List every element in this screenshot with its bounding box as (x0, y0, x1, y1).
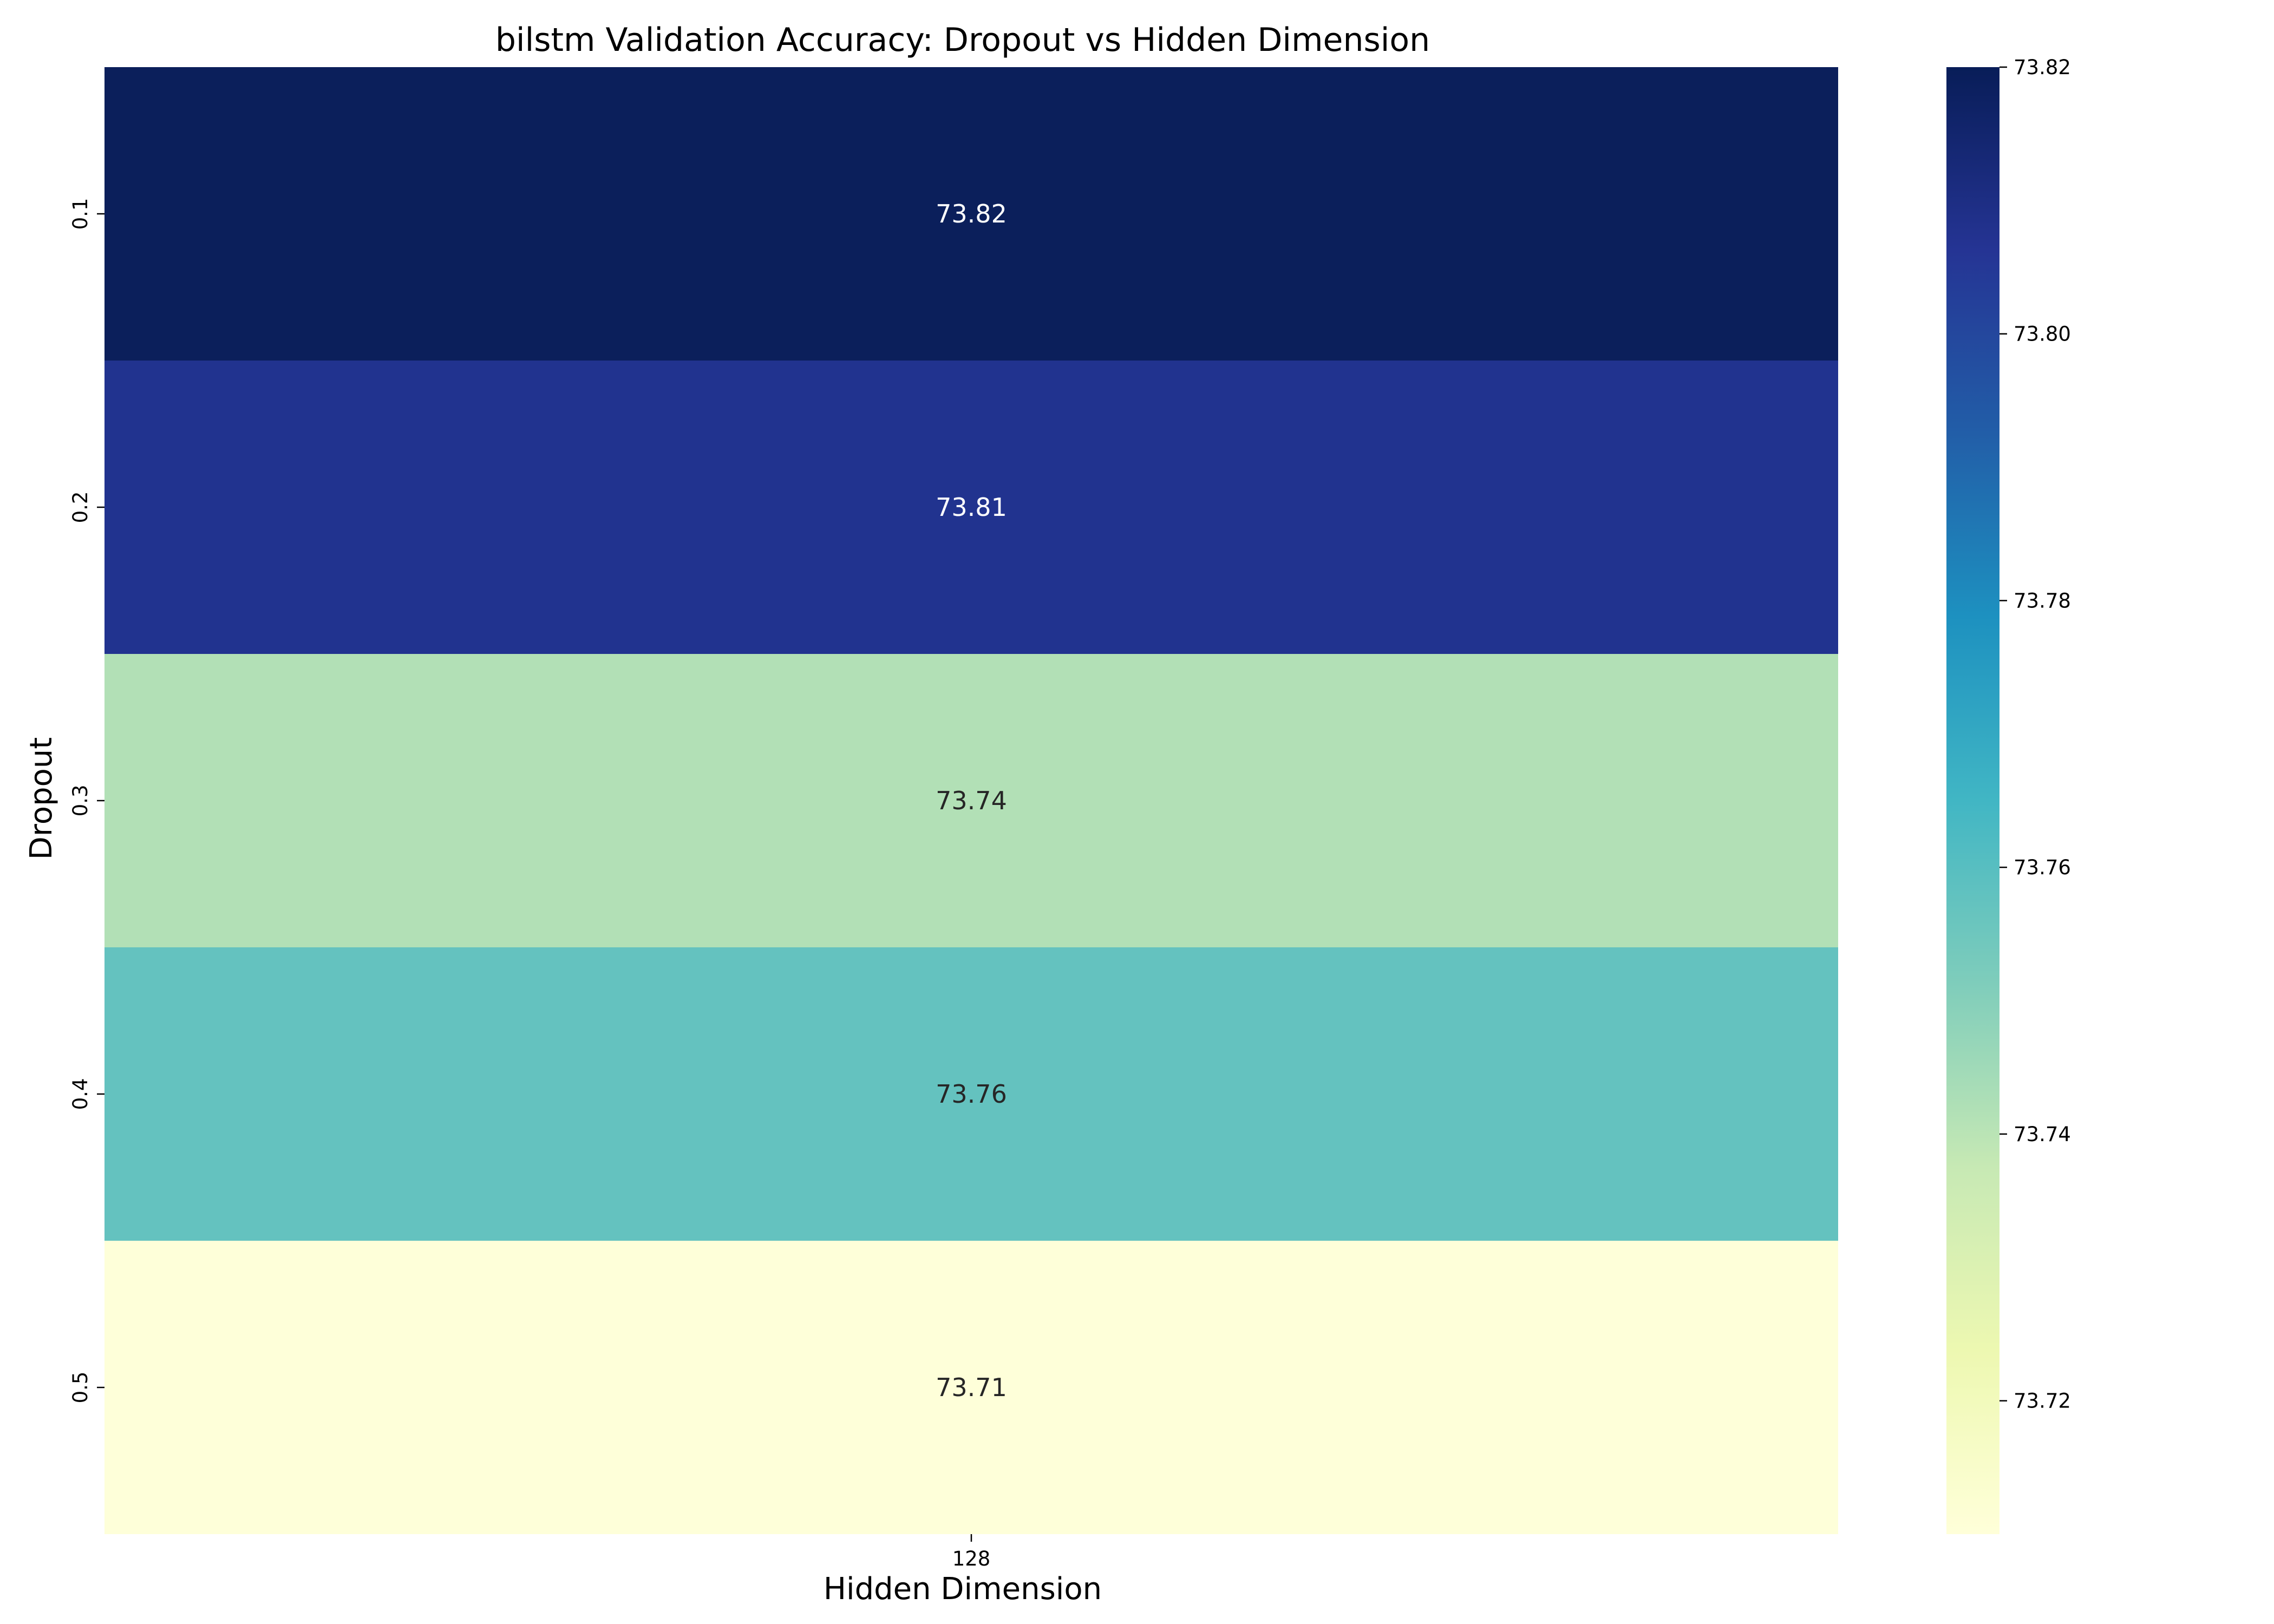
y-axis-ticks: 0.1 0.2 0.3 0.4 0.5 (69, 198, 104, 1404)
colorbar-tick-label: 73.76 (2014, 856, 2071, 879)
colorbar-tick-label: 73.78 (2014, 589, 2071, 612)
heatmap-cell-0.2-128 (104, 361, 1838, 654)
colorbar-tick-label: 73.74 (2014, 1123, 2071, 1146)
colorbar-tick-label: 73.72 (2014, 1390, 2071, 1413)
cell-annotation: 73.71 (936, 1373, 1007, 1402)
colorbar-ticks: 73.72 73.74 73.76 73.78 73.80 73.82 (1999, 56, 2071, 1413)
y-tick-label: 0.5 (69, 1372, 92, 1404)
x-axis-ticks: 128 (952, 1534, 991, 1570)
y-axis-label: Dropout (24, 737, 59, 860)
heatmap-cell-0.5-128 (104, 1241, 1838, 1534)
cell-annotation: 73.81 (936, 493, 1007, 522)
heatmap-cell-0.1-128 (104, 67, 1838, 361)
cell-annotation: 73.76 (936, 1079, 1007, 1109)
x-axis-label: Hidden Dimension (824, 1571, 1102, 1607)
colorbar (1946, 67, 1999, 1534)
y-tick-label: 0.4 (69, 1078, 92, 1110)
cell-annotation: 73.74 (936, 786, 1007, 815)
heatmap-cells (104, 67, 1838, 1534)
colorbar-tick-label: 73.80 (2014, 323, 2071, 346)
y-tick-label: 0.1 (69, 198, 92, 230)
x-tick-label: 128 (952, 1547, 991, 1570)
heatmap-cell-0.3-128 (104, 654, 1838, 947)
y-tick-label: 0.2 (69, 492, 92, 523)
y-tick-label: 0.3 (69, 785, 92, 817)
chart-title: bilstm Validation Accuracy: Dropout vs H… (495, 21, 1430, 59)
heatmap-cell-0.4-128 (104, 947, 1838, 1241)
cell-annotation: 73.82 (936, 199, 1007, 228)
cell-annotations: 73.82 73.81 73.74 73.76 73.71 (936, 199, 1007, 1402)
colorbar-tick-label: 73.82 (2014, 56, 2071, 79)
